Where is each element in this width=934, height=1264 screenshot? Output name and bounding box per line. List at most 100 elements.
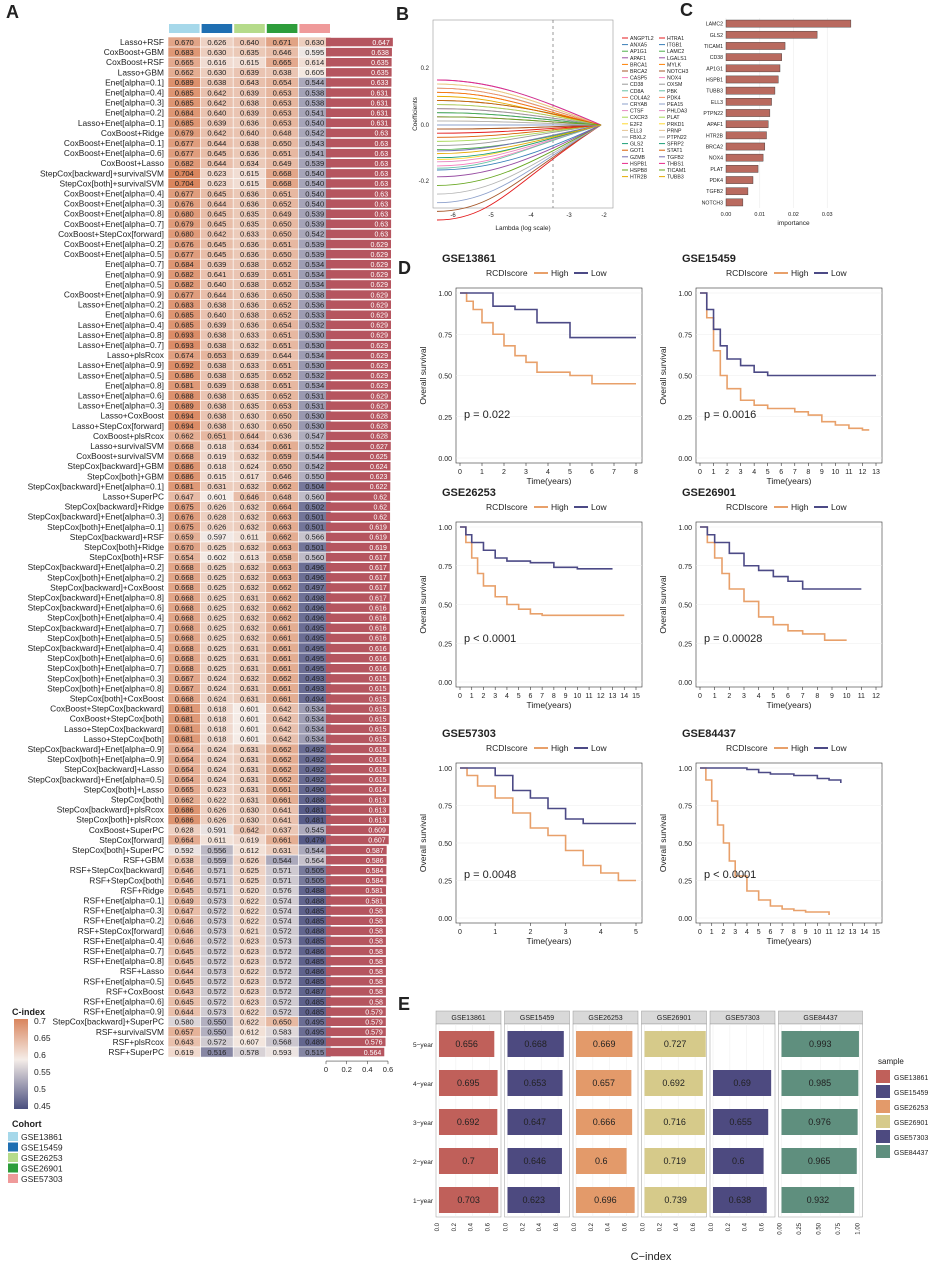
heatmap-cell-value: 0.651 [273,270,292,279]
heatmap-cell-value: 0.639 [240,351,259,360]
heatmap-cell-value: 0.631 [240,644,259,653]
heatmap-cell-value: 0.668 [273,169,292,178]
coefficient-path [436,95,602,126]
facet-xtick: 0.4 [469,1222,475,1231]
method-label: RSF+Lasso [120,966,164,976]
method-label: RSF+survivalSVM [96,1027,164,1037]
heatmap-cell-value: 0.653 [273,109,292,118]
mean-cindex-value: 0.581 [366,898,384,905]
panel-b-legend-gene: CD8A [630,89,644,95]
heatmap-cell-value: 0.621 [240,927,259,936]
heatmap-cell-value: 0.502 [305,502,324,511]
heatmap-cell-value: 0.644 [175,1007,194,1016]
cindex-bar-value: 0.656 [455,1039,478,1049]
heatmap-cell-value: 0.572 [273,957,292,966]
km-ytick: 0.50 [678,603,692,610]
km-xtick: 3 [493,693,497,700]
heatmap-cell-value: 0.498 [305,593,324,602]
heatmap-cell-value: 0.641 [207,270,226,279]
heatmap-cell-value: 0.661 [273,694,292,703]
mean-cindex-bar [326,845,387,855]
panel-b-xtick: -6 [450,213,456,219]
cindex-bar [713,1187,767,1213]
heatmap-cell-value: 0.572 [207,997,226,1006]
km-xtick: 0 [458,469,462,476]
heatmap-cell-value: 0.650 [273,1018,292,1027]
mean-cindex-bar [326,664,390,673]
heatmap-cell-value: 0.634 [240,442,259,451]
heatmap-cell-value: 0.661 [273,836,292,845]
heatmap-cell-value: 0.618 [207,704,226,713]
heatmap-cell-value: 0.534 [305,351,324,360]
mean-cindex-bar [326,1007,386,1016]
heatmap-cell-value: 0.653 [207,351,226,360]
heatmap-cell-value: 0.639 [240,68,259,77]
mean-cindex-value: 0.63 [374,151,388,158]
heatmap-cell-value: 0.650 [273,290,292,299]
method-label: RSF+Enet[alpha=0.1] [83,896,164,906]
km-xtick: 7 [793,469,797,476]
km-ytick: 0.00 [438,456,452,463]
heatmap-cell-value: 0.505 [305,876,324,885]
importance-bar [725,165,759,173]
km-xtick: 5 [771,693,775,700]
heatmap-cell-value: 0.658 [273,553,292,562]
coefficient-path [436,120,602,126]
mean-cindex-bar [326,290,391,299]
facet-header-label: GSE26901 [657,1015,691,1022]
importance-bar [725,142,766,151]
mean-cindex-value: 0.617 [369,585,387,592]
heatmap-cell-value: 0.619 [175,1048,194,1057]
heatmap-cell-value: 0.683 [175,300,194,309]
heatmap-cell-value: 0.643 [175,1038,194,1047]
heatmap-cell-value: 0.664 [175,775,194,784]
mean-cindex-bar [326,108,392,117]
importance-bar [725,30,818,39]
heatmap-cell-value: 0.481 [305,816,324,825]
facet-xtick: 0.2 [520,1222,526,1231]
cindex-bar-value: 0.623 [522,1195,545,1205]
mean-cindex-bar [326,785,390,794]
method-label: Lasso+Enet[alpha=0.2] [78,300,164,310]
panel-b-legend-gene: TUBB3 [667,175,684,181]
mean-cindex-bar [326,906,386,915]
heatmap-cell-value: 0.677 [175,290,194,299]
heatmap-cell-value: 0.572 [273,967,292,976]
heatmap-cell-value: 0.685 [175,98,194,107]
method-label: StepCox[backward]+plsRcox [57,805,165,815]
heatmap-cell-value: 0.625 [207,634,226,643]
coefficient-path [436,116,602,126]
heatmap-cell-value: 0.662 [273,603,292,612]
km-pvalue: p < 0.0001 [704,869,756,881]
heatmap-cell-value: 0.593 [273,1048,292,1057]
panel-b-legend-gene: SFRP2 [667,142,684,148]
cindex-bar [576,1070,632,1096]
heatmap-cell-value: 0.675 [175,502,194,511]
heatmap-cell-value: 0.624 [207,674,226,683]
mean-cindex-bar [326,260,391,269]
method-label: CoxBoost+Enet[alpha=0.4] [64,189,164,199]
heatmap-cell-value: 0.638 [240,280,259,289]
importance-gene-label: NOTCH3 [702,200,723,206]
mean-cindex-value: 0.622 [370,484,388,491]
heatmap-cell-value: 0.573 [207,1007,226,1016]
mean-cindex-value: 0.63 [374,212,388,219]
heatmap-cell-value: 0.544 [305,78,324,87]
panel-b-legend-gene: PBK [667,89,678,95]
heatmap-cell-value: 0.636 [240,321,259,330]
km-legend-low: Low [831,743,847,753]
method-label: RSF+Ridge [120,885,164,895]
heatmap-cell-value: 0.631 [240,694,259,703]
heatmap-cell-value: 0.538 [305,88,324,97]
heatmap-cell-value: 0.573 [207,896,226,905]
heatmap-cell-value: 0.643 [175,987,194,996]
heatmap-cell-value: 0.486 [305,947,324,956]
km-curve-high [700,526,847,641]
mean-cindex-value: 0.617 [369,595,387,602]
km-curve-low [700,767,842,783]
heatmap-cell-value: 0.662 [273,674,292,683]
heatmap-cell-value: 0.531 [305,401,324,410]
mean-cindex-bar [326,159,392,168]
method-label: CoxBoost+Enet[alpha=0.7] [64,219,164,229]
km-legend-low: Low [831,502,847,512]
